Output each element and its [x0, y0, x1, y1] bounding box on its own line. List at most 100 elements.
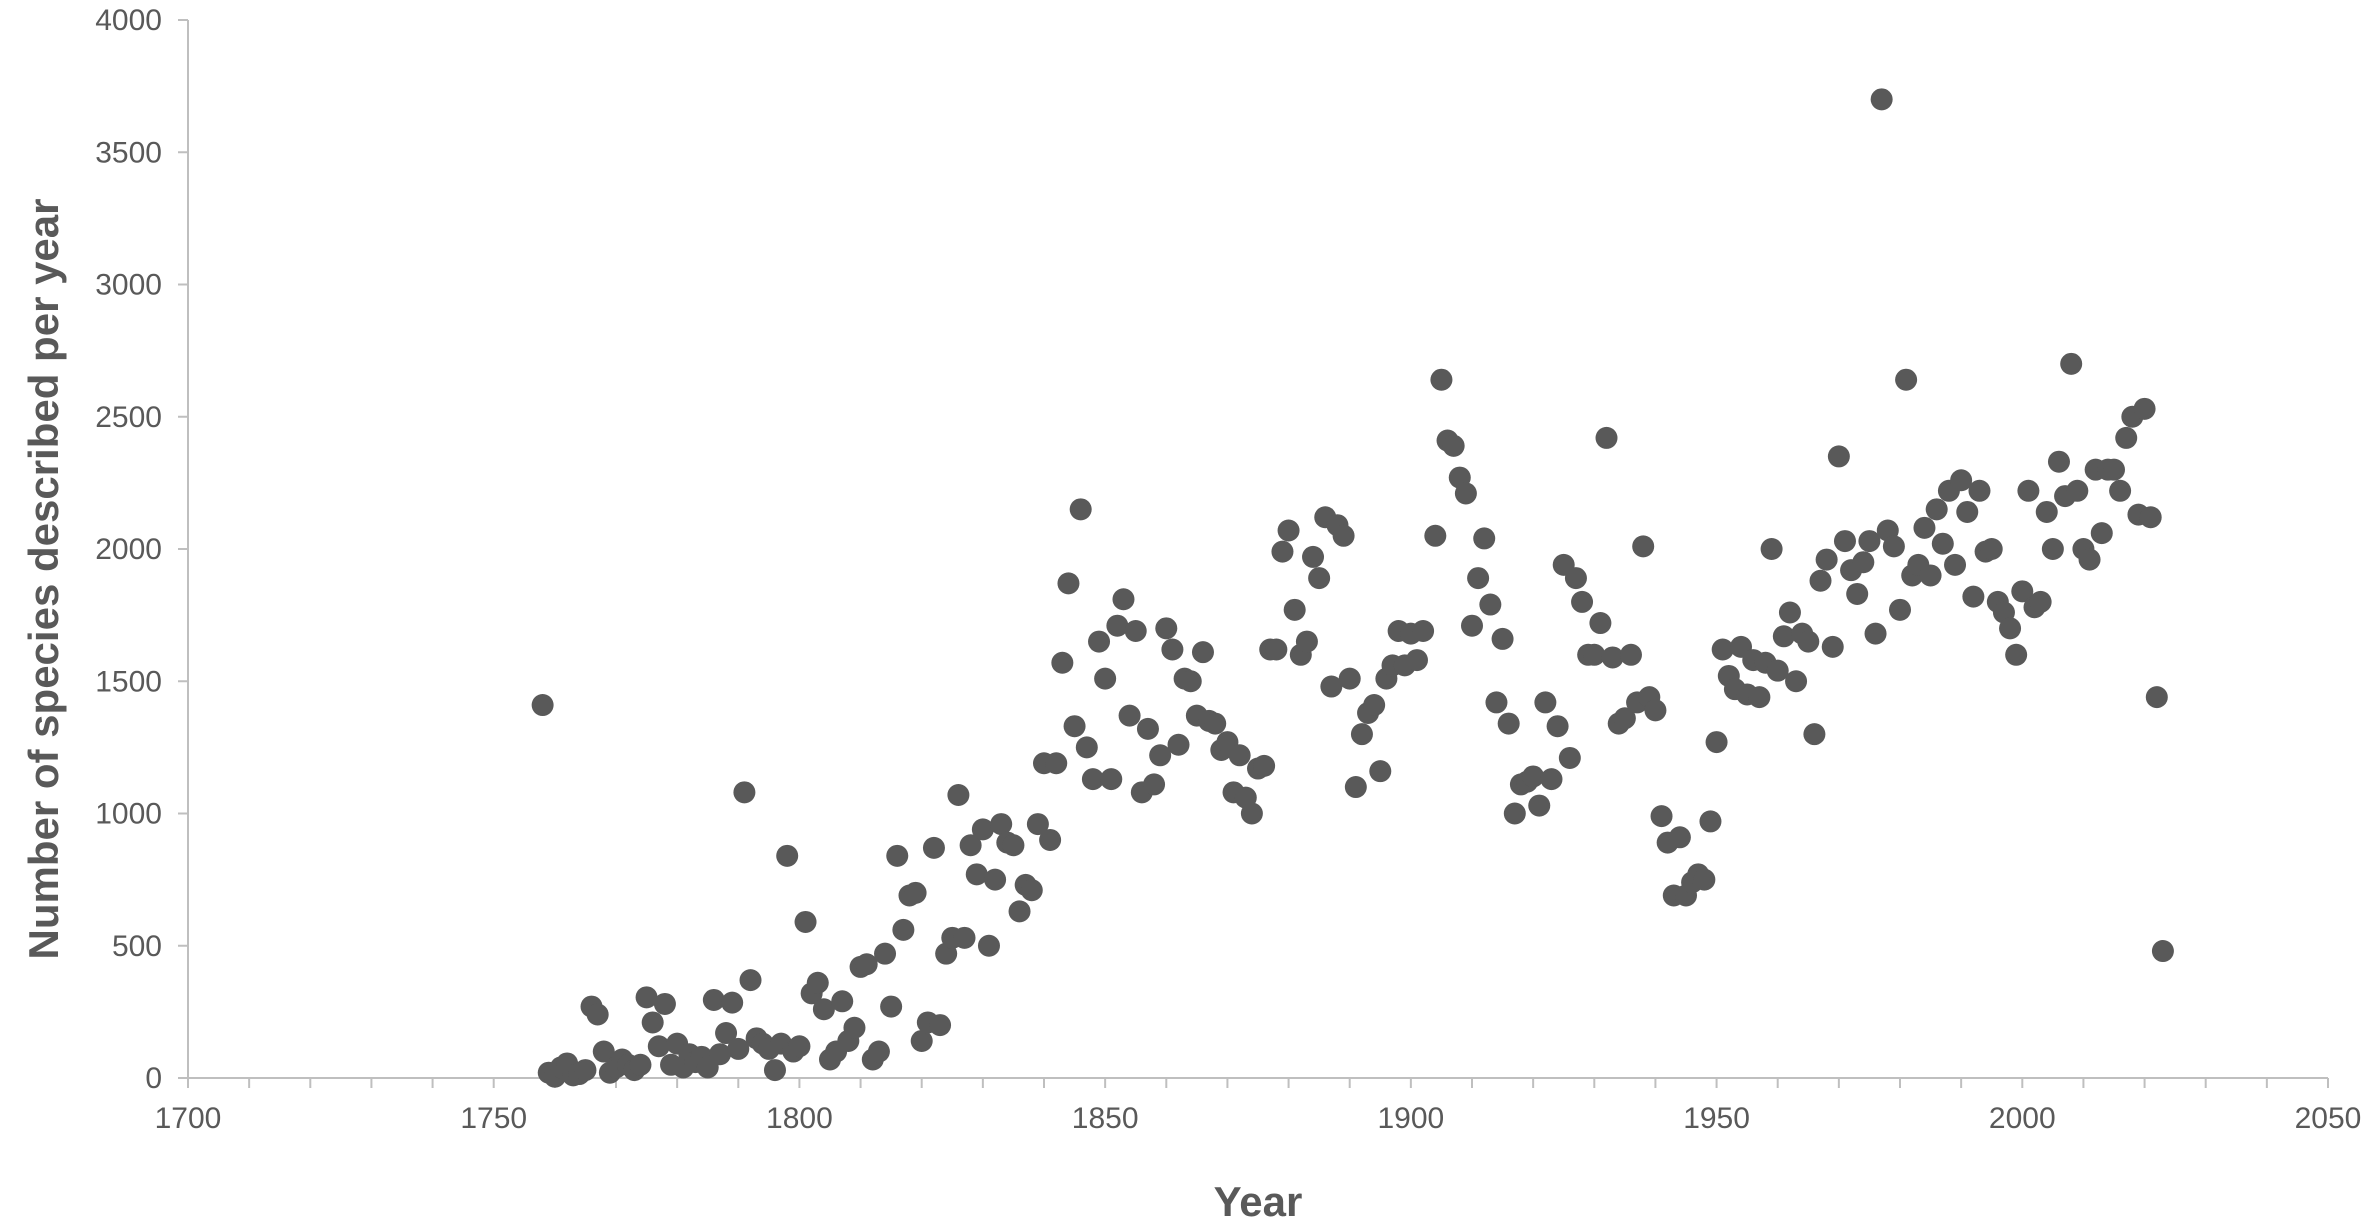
data-point — [1106, 614, 1129, 637]
data-point — [1179, 670, 1202, 693]
data-point — [812, 998, 835, 1021]
data-point — [592, 1040, 615, 1063]
data-point — [2035, 500, 2058, 523]
data-point — [1405, 649, 1428, 672]
y-tick-label: 0 — [145, 1062, 162, 1095]
data-point — [1320, 675, 1343, 698]
data-point — [1283, 598, 1306, 621]
x-tick-label: 1800 — [766, 1102, 833, 1135]
data-point — [1944, 553, 1967, 576]
data-point — [1051, 651, 1074, 674]
data-point — [1999, 617, 2022, 640]
data-point — [1149, 744, 1172, 767]
data-point — [2005, 643, 2028, 666]
data-point — [947, 783, 970, 806]
data-point — [1815, 548, 1838, 571]
data-point — [1595, 426, 1618, 449]
data-point — [965, 863, 988, 886]
data-point — [1601, 646, 1624, 669]
data-point — [1558, 746, 1581, 769]
data-point — [1253, 754, 1276, 777]
data-point — [702, 988, 725, 1011]
data-point — [1308, 567, 1331, 590]
data-point — [1962, 585, 1985, 608]
data-point — [806, 971, 829, 994]
data-point — [1265, 638, 1288, 661]
data-point — [990, 813, 1013, 836]
data-point — [1889, 598, 1911, 621]
data-point — [1424, 524, 1447, 547]
data-point — [641, 1011, 664, 1034]
y-axis-ticks: 0 500 1000 1500 2000 2500 3000 3500 4000 — [95, 4, 188, 1095]
data-point — [1522, 765, 1545, 788]
x-tick-label: 1750 — [460, 1102, 527, 1135]
data-point — [1063, 715, 1086, 738]
y-axis-title: Number of species described per year — [20, 199, 67, 960]
data-point — [929, 1014, 952, 1037]
data-point — [2133, 397, 2156, 420]
x-axis-title: Year — [1214, 1178, 1303, 1224]
data-point — [2017, 479, 2040, 502]
data-point — [1112, 588, 1135, 611]
data-point — [1766, 659, 1789, 682]
data-point — [1760, 538, 1783, 560]
data-point — [1302, 545, 1325, 568]
data-point — [776, 844, 799, 867]
data-point — [1827, 445, 1850, 468]
data-point — [2011, 580, 2034, 603]
data-point — [1699, 810, 1722, 833]
data-point — [1454, 482, 1477, 505]
data-point — [1852, 551, 1875, 574]
data-point — [1583, 643, 1606, 666]
data-point — [1571, 590, 1594, 613]
data-point — [2115, 426, 2138, 449]
data-point — [831, 990, 854, 1013]
y-tick-label: 1000 — [95, 798, 162, 831]
data-point — [2047, 450, 2070, 473]
x-tick-label: 1700 — [155, 1102, 222, 1135]
y-tick-label: 3500 — [95, 136, 162, 169]
data-points — [531, 88, 2174, 1088]
data-point — [1136, 717, 1159, 740]
data-point — [1619, 643, 1642, 666]
data-point — [733, 781, 756, 804]
data-point — [1473, 527, 1496, 550]
data-point — [1956, 500, 1979, 523]
data-point — [2066, 479, 2089, 502]
data-point — [1338, 667, 1361, 690]
data-point — [2029, 590, 2052, 613]
data-point — [892, 918, 915, 941]
data-point — [922, 836, 945, 859]
data-point — [910, 1029, 933, 1052]
data-point — [874, 942, 897, 965]
data-point — [1020, 879, 1043, 902]
y-tick-label: 2500 — [95, 401, 162, 434]
data-point — [1864, 622, 1887, 645]
data-point — [1858, 530, 1881, 553]
data-point — [739, 969, 762, 992]
data-point — [788, 1035, 811, 1058]
data-point — [1833, 530, 1856, 553]
data-point — [843, 1016, 866, 1039]
data-point — [1277, 519, 1300, 542]
data-point — [984, 868, 1007, 891]
data-point — [1412, 619, 1435, 642]
data-point — [1008, 900, 1031, 923]
data-point — [886, 844, 909, 867]
data-point — [653, 992, 676, 1015]
y-tick-label: 4000 — [95, 4, 162, 37]
data-point — [1785, 670, 1808, 693]
data-point — [1632, 535, 1655, 558]
y-tick-label: 2000 — [95, 533, 162, 566]
data-point — [1094, 667, 1117, 690]
data-point — [1821, 635, 1844, 658]
data-point — [1950, 469, 1973, 492]
data-point — [1778, 601, 1801, 624]
x-tick-label: 1850 — [1072, 1102, 1139, 1135]
data-point — [1919, 564, 1942, 587]
data-point — [635, 986, 658, 1009]
data-point — [1809, 569, 1832, 592]
data-point — [1711, 638, 1734, 661]
data-point — [1693, 868, 1716, 891]
